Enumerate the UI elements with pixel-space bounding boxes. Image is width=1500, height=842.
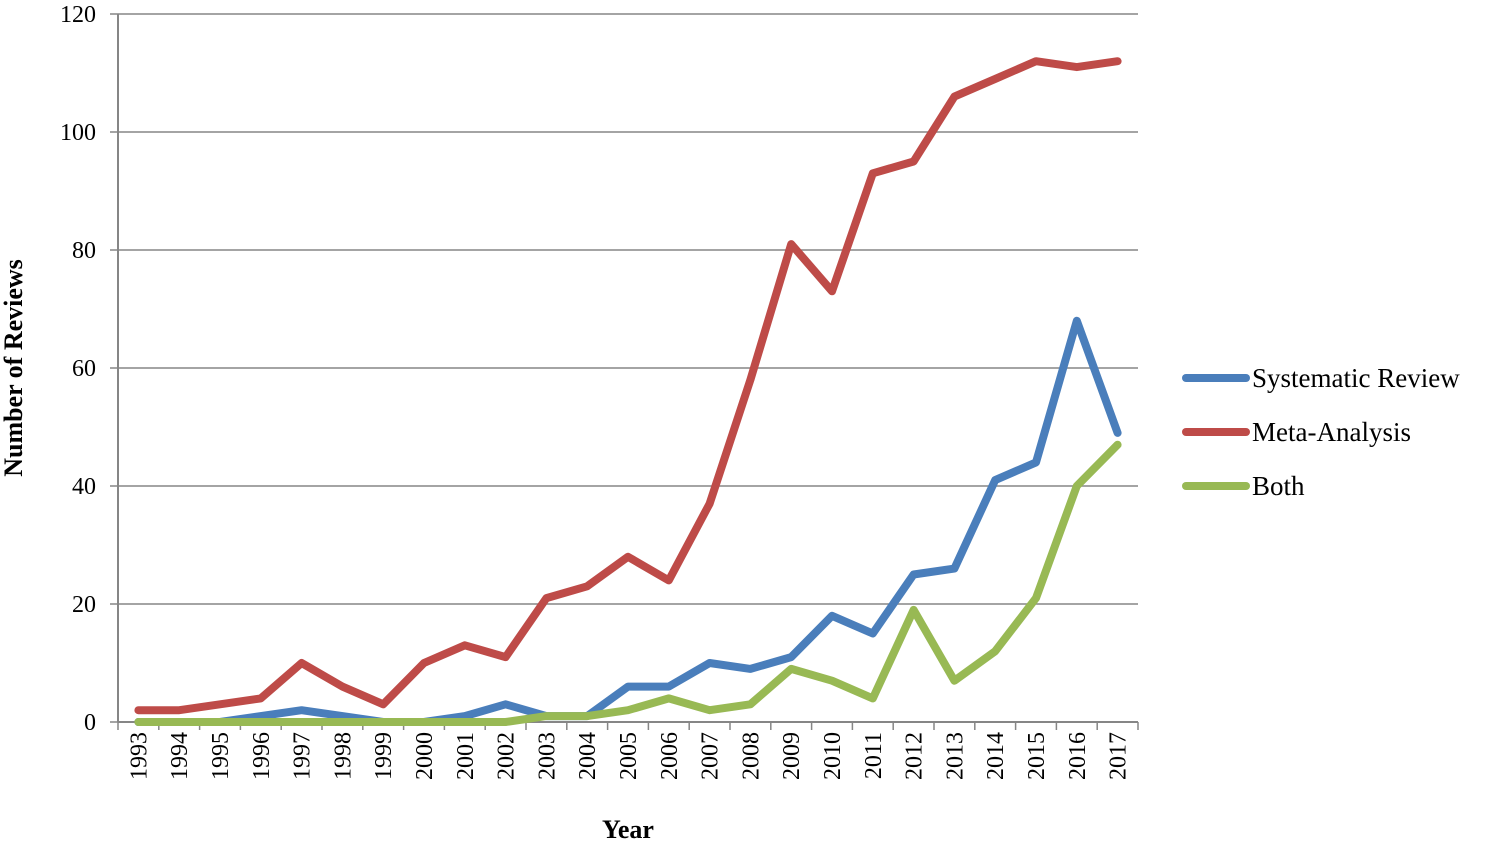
x-tick-labels: 1993 1994 1995 1996 1997 1998 1999 2000 2001 2002…	[117, 722, 1139, 780]
y-tick-label: 120	[60, 2, 96, 28]
series-line-both	[134, 440, 1122, 726]
x-tick-label: 2007	[698, 732, 724, 780]
x-tick-label: 2004	[575, 732, 601, 780]
x-tick-label: 2013	[942, 732, 968, 780]
y-tick-labels: 0 20 40 60 80 100 120	[60, 2, 118, 736]
y-tick-label: 60	[72, 356, 96, 382]
y-axis-title: Number of Reviews	[0, 259, 28, 477]
x-tick-label: 2012	[902, 732, 928, 780]
x-tick-label: 2016	[1065, 732, 1091, 780]
series-lines	[134, 57, 1122, 726]
x-tick-label: 2008	[738, 732, 764, 780]
grid-lines	[118, 13, 1138, 605]
x-tick-label: 2017	[1106, 732, 1132, 780]
x-tick-label: 1996	[249, 732, 275, 780]
x-tick-label: 1998	[330, 732, 356, 780]
x-tick-label: 1993	[126, 732, 152, 780]
legend-label: Meta-Analysis	[1252, 417, 1411, 447]
x-tick-label: 2015	[1024, 732, 1050, 780]
x-axis-title: Year	[602, 815, 654, 842]
x-tick-label: 2011	[861, 732, 887, 779]
x-tick-label: 1999	[371, 732, 397, 780]
x-tick-label: 2003	[534, 732, 560, 780]
y-tick-label: 0	[84, 710, 96, 736]
x-tick-label: 1997	[290, 732, 316, 780]
x-tick-label: 2000	[412, 732, 438, 780]
y-tick-label: 100	[60, 120, 96, 146]
x-tick-label: 1994	[167, 732, 193, 780]
x-tick-label: 2014	[983, 732, 1009, 780]
series-line-systematic-review	[134, 316, 1122, 726]
x-tick-label: 2010	[820, 732, 846, 780]
x-tick-label: 2009	[779, 732, 805, 780]
y-tick-label: 20	[72, 592, 96, 618]
legend: Systematic Review Meta-Analysis Both	[1182, 363, 1460, 501]
x-tick-label: 2006	[657, 732, 683, 780]
legend-label: Systematic Review	[1252, 363, 1460, 393]
x-tick-label: 1995	[208, 732, 234, 780]
legend-label: Both	[1252, 471, 1305, 501]
x-tick-label: 2005	[616, 732, 642, 780]
series-line-meta-analysis	[134, 57, 1122, 715]
x-tick-label: 2002	[494, 732, 520, 780]
x-tick-label: 2001	[453, 732, 479, 780]
y-tick-label: 80	[72, 238, 96, 264]
y-tick-label: 40	[72, 474, 96, 500]
